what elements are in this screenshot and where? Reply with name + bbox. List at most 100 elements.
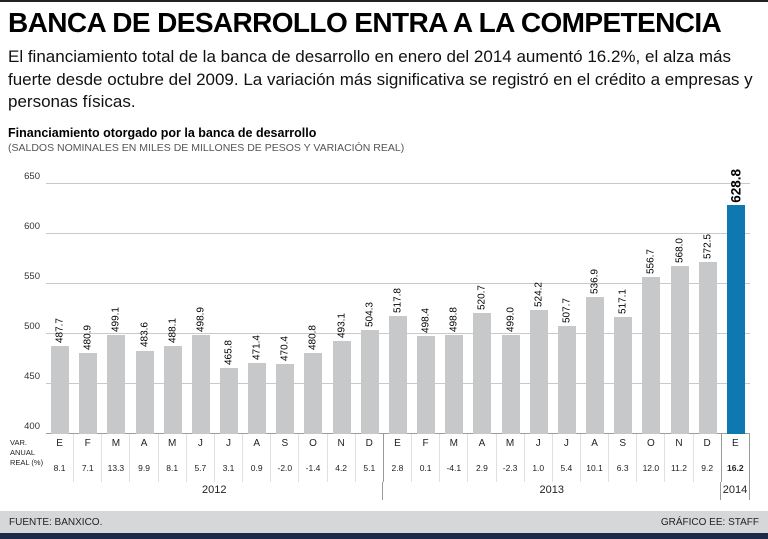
bar-column: 507.7 [553, 184, 581, 435]
var-value: 0.1 [411, 454, 439, 483]
bar-column: 471.4 [243, 184, 271, 435]
bar-value-label: 536.9 [589, 269, 601, 295]
month-label: M [101, 434, 129, 455]
bar-column: 520.7 [468, 184, 496, 435]
bar [642, 277, 661, 435]
y-tick-label: 600 [24, 221, 40, 233]
month-label: J [523, 434, 552, 455]
bar [388, 316, 407, 435]
bar-column: 498.4 [412, 184, 440, 435]
year-label: 2012 [202, 484, 227, 497]
bar-value-label: 480.9 [82, 325, 94, 351]
bar [79, 353, 98, 435]
bar-column: 480.8 [299, 184, 327, 435]
bar-column: 524.2 [525, 184, 553, 435]
source-credit: FUENTE: BANXICO. [9, 516, 103, 528]
bar-column: 517.8 [384, 184, 412, 435]
month-label: E [56, 438, 63, 450]
y-tick-label: 550 [24, 271, 40, 283]
news-graphic: BANCA DE DESARROLLO ENTRA A LA COMPETENC… [0, 2, 768, 501]
graphic-credit: GRÁFICO EE: STAFF [660, 516, 759, 528]
month-label: A [129, 434, 157, 455]
bar-column: 499.0 [497, 184, 525, 435]
bar-value-label: 504.3 [364, 301, 376, 327]
bar [220, 368, 239, 435]
bar-column: 568.0 [665, 184, 693, 435]
bar [360, 329, 379, 435]
var-value: 7.1 [73, 454, 101, 483]
bar-column: 572.5 [694, 184, 722, 435]
month-label: F [73, 434, 101, 455]
bar-value-label: 568.0 [674, 238, 686, 264]
footer-bar: FUENTE: BANXICO. GRÁFICO EE: STAFF [0, 511, 768, 533]
bar-column: 536.9 [581, 184, 609, 435]
bar-column: 488.1 [159, 184, 187, 435]
var-value: 12.0 [636, 454, 664, 483]
bar-value-label: 517.1 [617, 288, 629, 314]
var-value: 1.0 [523, 454, 552, 483]
bar [304, 353, 323, 435]
y-tick-label: 400 [24, 421, 40, 433]
var-value: -2.0 [270, 454, 298, 483]
year-row: 2012 2013 2014 [46, 482, 751, 501]
bar-column: 470.4 [271, 184, 299, 435]
bar-column: 480.9 [74, 184, 102, 435]
var-value: -2.3 [495, 454, 524, 483]
chart-title: Financiamiento otorgado por la banca de … [8, 126, 317, 141]
var-value: 9.2 [692, 454, 721, 483]
plot-area: 400 450 500 550 600 650 487.7 480.9 499.1 483.6 48… [24, 169, 750, 435]
gridline [46, 283, 750, 285]
bar-column: 517.1 [609, 184, 637, 435]
var-value: 6.3 [608, 454, 636, 483]
month-label: M [157, 434, 186, 455]
bar [51, 346, 70, 435]
month-label: D [692, 434, 721, 455]
var-value: 16.2 [720, 454, 750, 483]
bar [698, 261, 717, 435]
bar-column: 483.6 [130, 184, 158, 435]
bar [473, 313, 492, 435]
bar-value-label: 488.1 [167, 317, 179, 343]
month-label: N [664, 434, 692, 455]
chart-subtitle: (SALDOS NOMINALES EN MILES DE MILLONES D… [8, 142, 405, 155]
month-label: M [439, 434, 467, 455]
bar [501, 335, 520, 435]
bar-value-label: 487.7 [54, 318, 66, 344]
bar-value-label: 470.4 [279, 335, 291, 361]
y-tick-label: 450 [24, 371, 40, 383]
bar [191, 335, 210, 435]
month-label: S [608, 434, 636, 455]
month-label: J [213, 434, 242, 455]
bottom-rule [0, 533, 768, 539]
bar-value-label: 628.8 [728, 168, 744, 203]
month-label: J [551, 434, 580, 455]
bar [107, 335, 126, 435]
var-value: 8.1 [157, 454, 186, 483]
month-label: J [185, 434, 214, 455]
y-tick-label: 500 [24, 321, 40, 333]
bar [670, 266, 689, 435]
var-value: 10.1 [579, 454, 608, 483]
var-label-line: VAR. [10, 438, 27, 448]
bar-column: 498.9 [187, 184, 215, 435]
bar [276, 363, 295, 435]
month-label: E [382, 434, 411, 455]
bar-value-label: 498.8 [448, 307, 460, 333]
bar-value-label: 498.9 [195, 307, 207, 333]
year-label: 2014 [719, 482, 751, 501]
var-value: 0.9 [242, 454, 270, 483]
year-label: 2013 [382, 482, 719, 501]
bar [248, 362, 267, 435]
month-label: A [467, 434, 495, 455]
chart: 400 450 500 550 600 650 487.7 480.9 499.1 483.6 48… [8, 169, 758, 501]
bar-columns: 487.7 480.9 499.1 483.6 488.1 498.9 465.8 471.4… [46, 169, 750, 435]
bar [163, 346, 182, 435]
bar [445, 335, 464, 435]
bar [417, 335, 436, 435]
bar-value-label: 572.5 [702, 233, 714, 259]
bar-value-label: 493.1 [336, 312, 348, 338]
bar-column: 498.8 [440, 184, 468, 435]
y-tick-label: 650 [24, 171, 40, 183]
